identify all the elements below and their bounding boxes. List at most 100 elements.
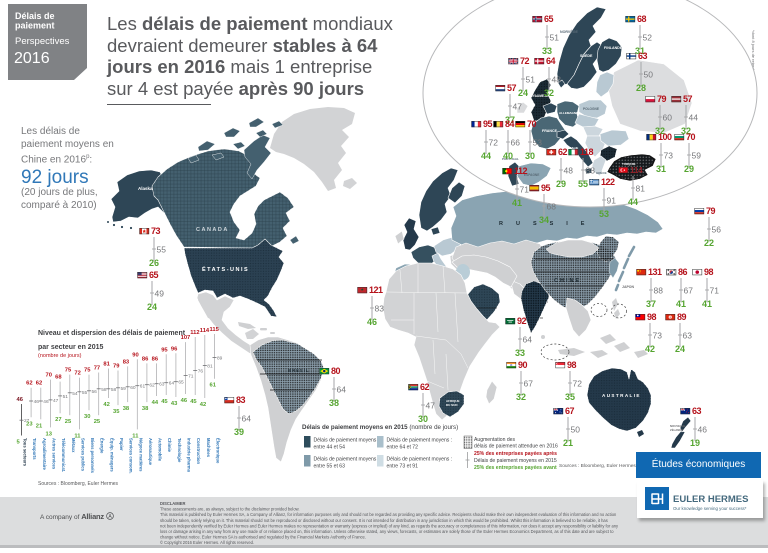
svg-text:60: 60 xyxy=(663,113,673,123)
svg-text:26: 26 xyxy=(149,258,159,268)
svg-text:30: 30 xyxy=(418,414,428,424)
svg-text:AUSTRALIE: AUSTRALIE xyxy=(602,393,641,398)
svg-text:37: 37 xyxy=(505,115,515,125)
svg-text:DISCLAIMER: DISCLAIMER xyxy=(160,501,186,506)
svg-text:43: 43 xyxy=(171,401,178,407)
svg-text:31: 31 xyxy=(656,164,666,174)
svg-text:ALLEMAGNE: ALLEMAGNE xyxy=(559,111,578,115)
svg-text:CHINE: CHINE xyxy=(554,278,581,284)
svg-text:115: 115 xyxy=(210,327,220,333)
svg-text:Perspectives: Perspectives xyxy=(15,36,70,47)
svg-text:GRÈCE: GRÈCE xyxy=(596,170,607,175)
svg-text:24: 24 xyxy=(518,88,528,98)
svg-text:91: 91 xyxy=(607,196,617,206)
svg-text:46: 46 xyxy=(698,425,708,435)
svg-text:51: 51 xyxy=(550,33,560,43)
svg-text:paiement: paiement xyxy=(15,21,55,31)
svg-text:30: 30 xyxy=(525,151,535,161)
svg-text:72: 72 xyxy=(74,371,80,377)
svg-text:RUSSIE: RUSSIE xyxy=(499,221,597,227)
svg-text:(nombre de jours): (nombre de jours) xyxy=(38,353,82,359)
svg-text:32: 32 xyxy=(681,126,691,136)
svg-text:Énergie: Énergie xyxy=(100,438,105,454)
svg-text:38: 38 xyxy=(142,406,149,412)
svg-text:61: 61 xyxy=(210,383,217,389)
svg-text:86: 86 xyxy=(152,356,159,362)
svg-text:délais de paiement attendue en: délais de paiement attendue en 2016 xyxy=(474,444,558,450)
svg-text:39: 39 xyxy=(234,427,244,437)
svg-text:FRANCE: FRANCE xyxy=(542,129,558,133)
svg-text:60: 60 xyxy=(130,385,136,391)
svg-text:75: 75 xyxy=(84,368,91,374)
svg-text:Délais de paiement moyens :: Délais de paiement moyens : xyxy=(314,457,380,463)
svg-text:59: 59 xyxy=(121,386,127,392)
svg-text:Autres services: Autres services xyxy=(52,438,57,470)
svg-text:32: 32 xyxy=(516,392,526,402)
svg-text:CANADA: CANADA xyxy=(196,227,229,233)
svg-text:46: 46 xyxy=(43,399,49,405)
svg-text:63: 63 xyxy=(683,331,693,341)
svg-text:34: 34 xyxy=(539,215,549,225)
svg-text:62: 62 xyxy=(149,383,155,389)
svg-text:33: 33 xyxy=(542,46,552,56)
svg-text:77: 77 xyxy=(94,366,100,372)
svg-text:TURQUIE: TURQUIE xyxy=(622,162,636,166)
svg-text:67: 67 xyxy=(524,379,534,389)
svg-text:64: 64 xyxy=(337,385,347,395)
svg-text:81: 81 xyxy=(207,364,213,370)
svg-text:56: 56 xyxy=(92,389,98,395)
svg-text:BRÉSIL: BRÉSIL xyxy=(288,366,309,373)
svg-text:Agroalimentaire: Agroalimentaire xyxy=(42,438,47,471)
svg-text:42: 42 xyxy=(200,402,206,408)
svg-text:Construction: Construction xyxy=(196,438,201,464)
svg-text:46: 46 xyxy=(34,399,40,405)
svg-text:71: 71 xyxy=(188,374,194,380)
svg-text:54: 54 xyxy=(72,391,78,397)
svg-text:ROYAUME-UNI: ROYAUME-UNI xyxy=(528,94,551,98)
svg-text:62: 62 xyxy=(36,381,42,387)
svg-text:Niveau et dispersion des délai: Niveau et dispersion des délais de paiem… xyxy=(38,330,186,337)
svg-text:83: 83 xyxy=(375,304,385,314)
svg-text:37: 37 xyxy=(646,299,656,309)
svg-text:Machines: Machines xyxy=(206,438,211,458)
svg-text:Délais de paiement moyens :: Délais de paiement moyens : xyxy=(387,438,453,444)
svg-text:64: 64 xyxy=(523,335,533,345)
svg-text:SUÈDE: SUÈDE xyxy=(580,53,593,58)
svg-text:35: 35 xyxy=(113,409,120,415)
svg-text:67: 67 xyxy=(684,286,694,296)
svg-text:89: 89 xyxy=(217,355,223,361)
svg-text:71: 71 xyxy=(710,286,720,296)
svg-text:These assessments are, as alwa: These assessments are, as always, subjec… xyxy=(160,507,299,512)
svg-text:107: 107 xyxy=(181,335,191,341)
svg-text:21: 21 xyxy=(563,438,573,448)
svg-text:19: 19 xyxy=(690,438,700,448)
svg-text:entre 64 et 72: entre 64 et 72 xyxy=(387,445,419,451)
svg-text:5: 5 xyxy=(17,440,21,446)
svg-text:Aéronautique: Aéronautique xyxy=(148,438,153,466)
svg-text:44: 44 xyxy=(152,400,159,406)
svg-text:81: 81 xyxy=(636,183,646,193)
svg-text:73: 73 xyxy=(653,331,663,341)
svg-text:75: 75 xyxy=(65,368,72,374)
svg-text:48: 48 xyxy=(564,166,574,176)
svg-text:42: 42 xyxy=(103,402,109,408)
svg-text:50: 50 xyxy=(571,425,581,435)
svg-text:95: 95 xyxy=(161,347,168,353)
svg-text:25: 25 xyxy=(94,419,101,425)
svg-text:A: A xyxy=(108,514,112,520)
svg-text:58: 58 xyxy=(111,387,117,393)
svg-text:Automobile: Automobile xyxy=(158,438,163,462)
svg-text:64: 64 xyxy=(169,381,175,387)
svg-text:22: 22 xyxy=(704,238,714,248)
svg-text:55: 55 xyxy=(578,179,588,189)
svg-text:DU SUD: DU SUD xyxy=(446,403,458,407)
svg-text:Équip. ménagers: Équip. ménagers xyxy=(109,438,114,472)
svg-text:38: 38 xyxy=(329,398,339,408)
svg-text:112: 112 xyxy=(190,330,199,336)
svg-text:loss or damage arising in any: loss or damage arising in any way from a… xyxy=(160,529,614,534)
svg-text:63: 63 xyxy=(159,382,165,388)
svg-text:PORTUGAL: PORTUGAL xyxy=(502,157,519,161)
svg-text:entre 73 et 91: entre 73 et 91 xyxy=(387,464,419,470)
svg-text:Délais de: Délais de xyxy=(15,11,55,21)
svg-text:32: 32 xyxy=(655,126,665,136)
